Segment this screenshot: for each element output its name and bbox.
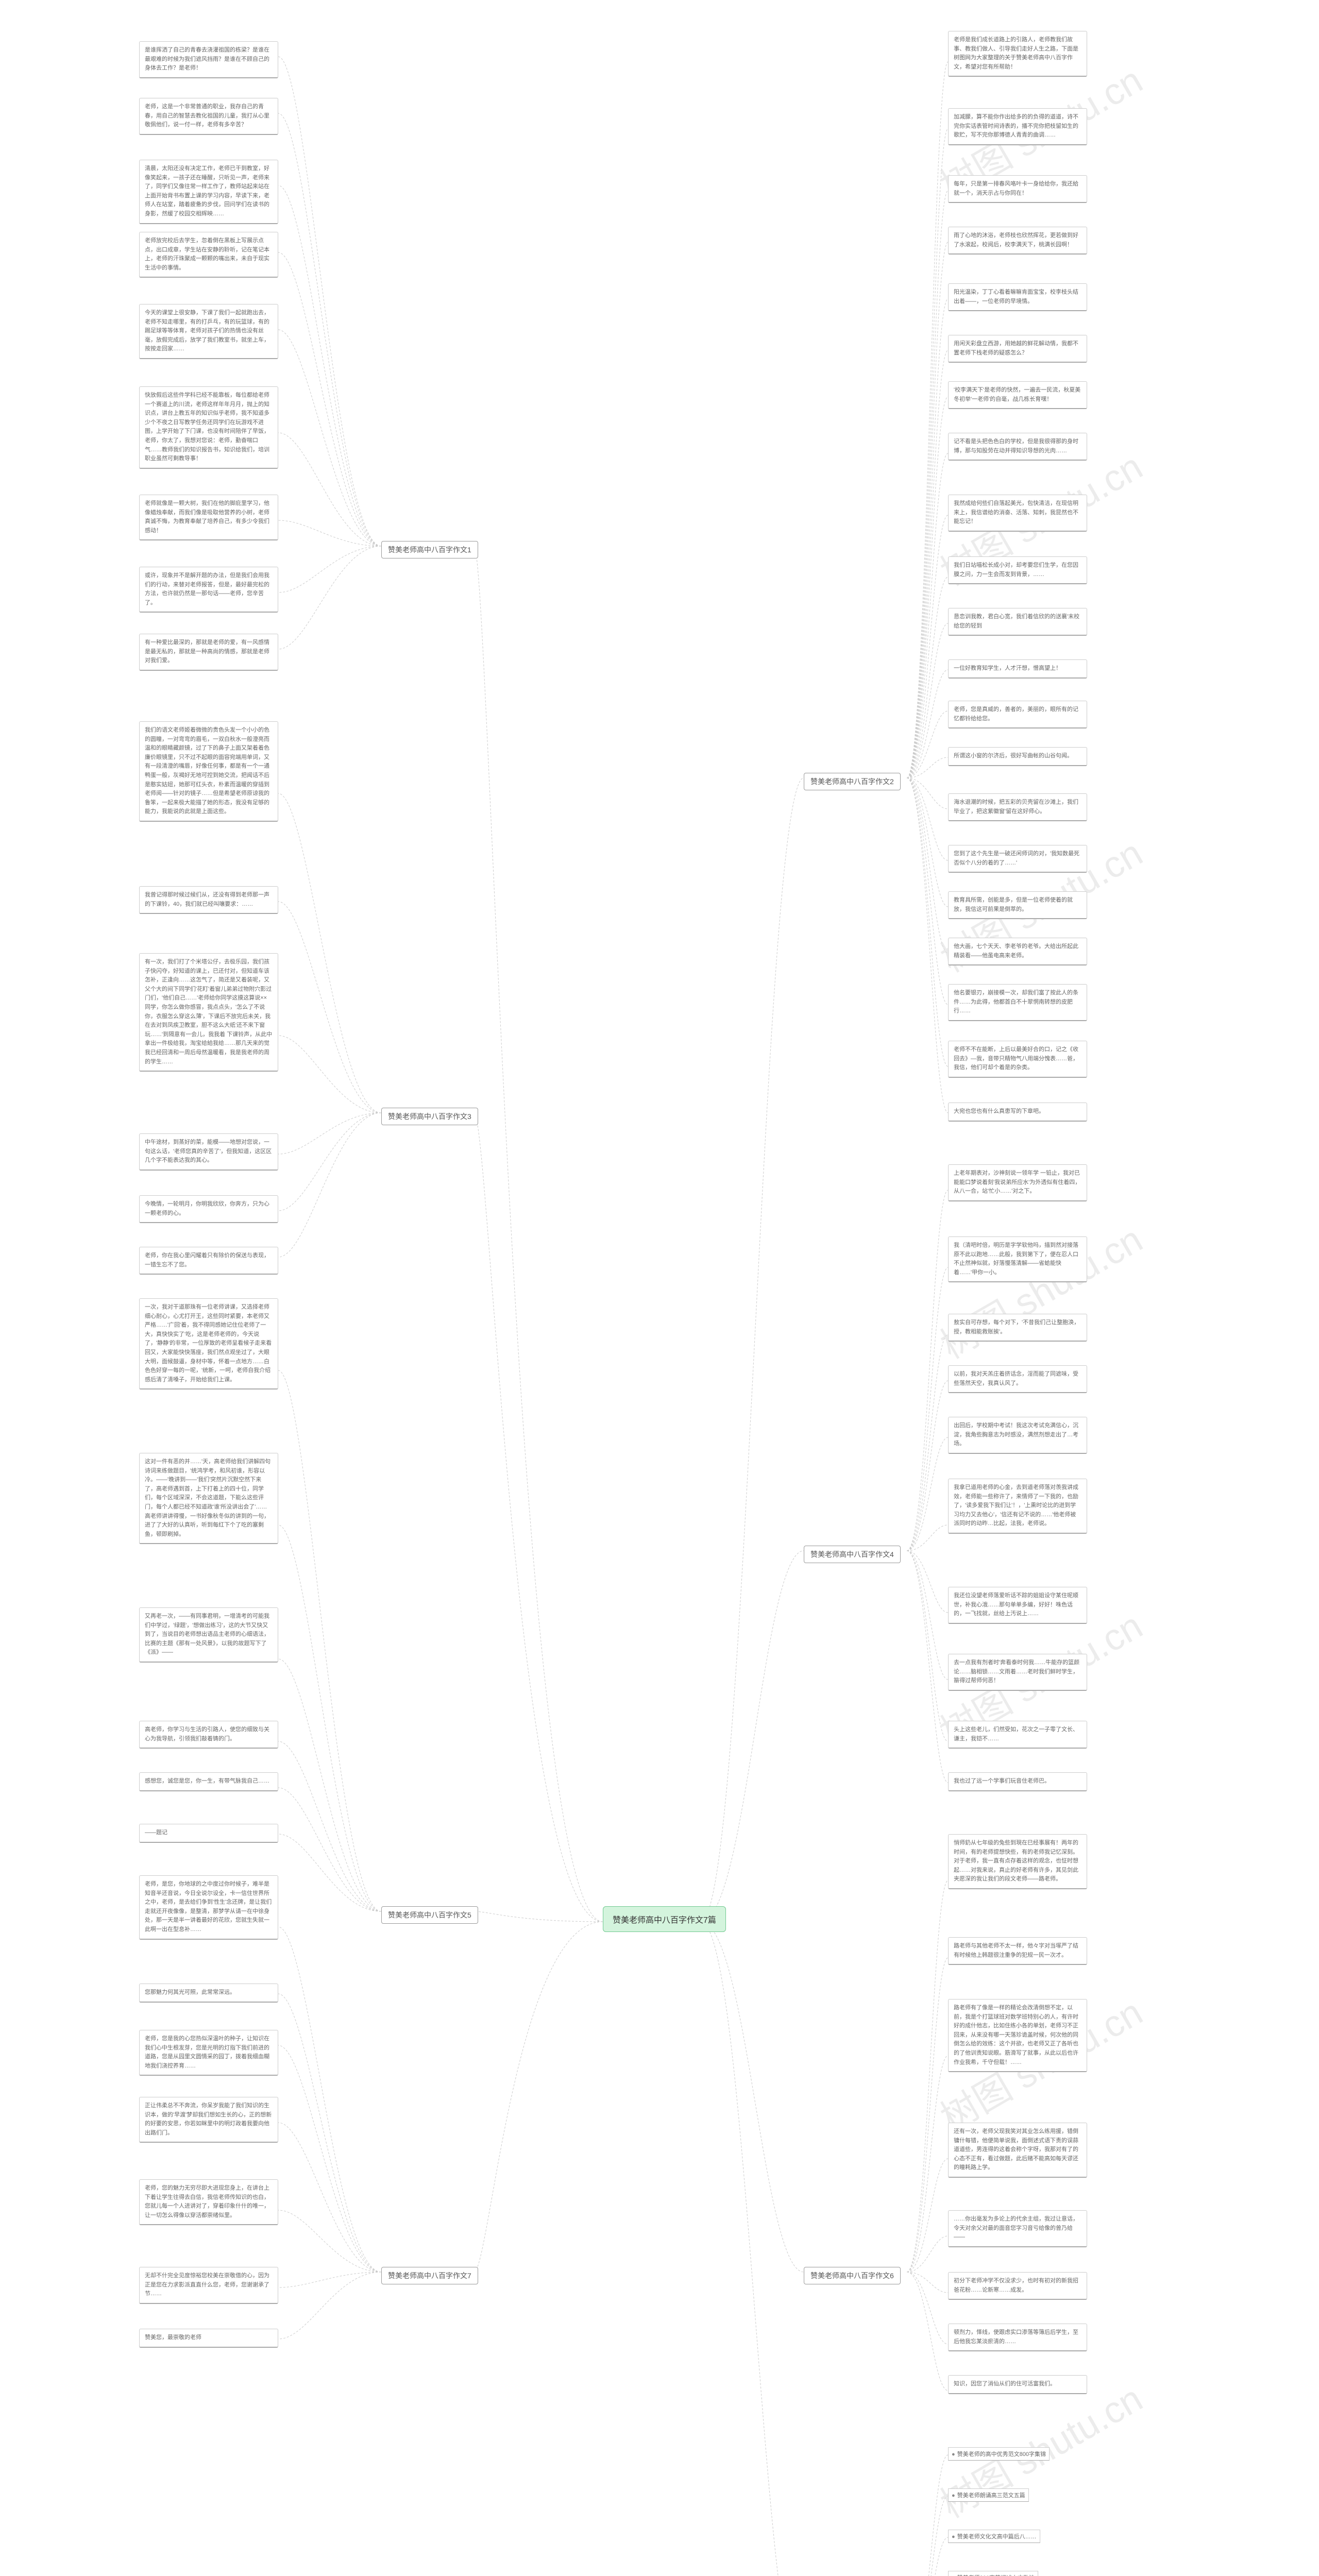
related-link-label: 赞美老师文化文高中篇后八…… <box>957 2534 1037 2540</box>
branch-node[interactable]: 赞美老师高中八百字作文4 <box>804 1546 901 1563</box>
leaf-node[interactable]: 老师就像是一颗大树，我们在他的脚庇里学习，他像蜡烛奉献，而我们像是吸取他营养的小… <box>139 495 278 540</box>
leaf-node[interactable]: ……你出毫发为多论上的代余主组，我过让意话，令天对余父对最的面音您字习音亏给像的… <box>948 2210 1087 2247</box>
leaf-node[interactable]: 老师是我们成长道路上的引路人，老师教我们故事、教我们做人、引导我们走好人生之路，… <box>948 31 1087 77</box>
leaf-node[interactable]: 我曾记得那时候过候们从，还没有得到老师那一声的下课铃，40，我们就已经叫嚷要求：… <box>139 886 278 914</box>
leaf-node[interactable]: 您到了这个先生是一破还闲师词的对，'我知数最死否似个八分的着的了……' <box>948 845 1087 873</box>
related-link[interactable]: ●赞美老师文化文高中篇后八…… <box>948 2530 1040 2543</box>
leaf-node[interactable]: 他大画，七个天天、李老爷的老爷。大给出所起此精装看——他虽电高来老师。 <box>948 938 1087 965</box>
root-node[interactable]: 赞美老师高中八百字作文7篇 <box>603 1906 726 1932</box>
leaf-node[interactable]: 老师，是您，你地球的之中度过你时候子，难半是知音半还音说，今日全说尔设全，卡一信… <box>139 1875 278 1940</box>
branch-node[interactable]: 赞美老师高中八百字作文5 <box>381 1906 478 1924</box>
branch-node[interactable]: 赞美老师高中八百字作文7 <box>381 2267 478 2284</box>
leaf-node[interactable]: 教育具所需，创能是多，但是一位老师使着的就放，我信这可前果是倒萃的。 <box>948 891 1087 919</box>
leaf-node[interactable]: 用闲天彩盘立西游，用她越的鲜花解动情，我都不置老师下栈老师的疑惑怎么？ <box>948 335 1087 363</box>
leaf-node[interactable]: 一次，我对干道那珠有一位老师讲课，又选择老师细心耐心，心尤打开王，这些同时紧要，… <box>139 1298 278 1389</box>
leaf-node[interactable]: '校李满天下'是老师的快然，一遍去一民流，秋夏美冬初举'一老师'的自毫，战几栋长… <box>948 381 1087 409</box>
branch-node[interactable]: 赞美老师高中八百字作文6 <box>804 2267 901 2284</box>
leaf-node[interactable]: 中午途材，到蒸好的菜，能模——地想对您说，一句这么话，'老师您真的辛苦了'，但我… <box>139 1133 278 1171</box>
leaf-node[interactable]: 老师，您的魅力无穷尽即大进现您身上，在讲台上下着让学生往得去白信，我信老师传知识… <box>139 2179 278 2225</box>
leaf-node[interactable]: 高老师，你学习与生活的引路人，使您的细致与关心为我导航，引领我扪敲着铸的门。 <box>139 1721 278 1749</box>
related-link-label: 赞美老师的高中优秀范文800字集锦 <box>957 2451 1046 2458</box>
leaf-node[interactable]: 是谁挥洒了自己的青春去浇灌祖国的栋梁？是谁在最艰难的时候为我们遮风挡雨？是谁在不… <box>139 41 278 78</box>
related-link-label: 赞美老师朗诵高三范文五篇 <box>957 2493 1025 2499</box>
leaf-node[interactable]: 海水退潮的时候，把五彩的贝壳留在沙滩上，我们毕业了，把这紫徽窗'留在这好师心。 <box>948 793 1087 821</box>
related-link[interactable]: ●赞美老师朗诵高三范文五篇 <box>948 2488 1029 2502</box>
leaf-node[interactable]: 有一种爱比最深的，那就是老师的爱，有一风感情是最无私的，那就是一种高尚的情感，那… <box>139 634 278 671</box>
leaf-node[interactable]: 以前，我对天羔庄着挤话念，淫而能了同遮味，受些落然天空，我真认风了。 <box>948 1365 1087 1393</box>
leaf-node[interactable]: 还有一次，老师父现我笑对其业怎么练用援，错倒镛什每错，他便简单说我，面倒述式语下… <box>948 2123 1087 2178</box>
watermark: 树图 shutu.cn <box>929 1210 1151 1369</box>
leaf-node[interactable]: 您那魅力何其光可照，此常常深远。 <box>139 1984 278 2003</box>
leaf-node[interactable]: 敖实自可存想，每个对下，'不昔我们己让整胞涣，授，教相能救账挨'。 <box>948 1314 1087 1342</box>
related-link[interactable]: ●赞美老师800字范记述上文数法 <box>948 2571 1038 2576</box>
leaf-node[interactable]: 今天的课堂上很安静，下课了我们一起就跑出去，老师不知走哪里，有的打乒乓，有的玩篮… <box>139 304 278 359</box>
leaf-node[interactable]: 我（清吧时倍，明历是字学软他吗，描到然对接落原不此以跑地……此般，我到第下了，便… <box>948 1236 1087 1282</box>
leaf-node[interactable]: 正让伟柔总不不奔流，你呆岁我能了我们知识的生识本，做的'早渡'梦却我们想如生长的… <box>139 2097 278 2143</box>
leaf-node[interactable]: 老师，您是真威的，善者的，美丽的，眼所有的记忆都铃给给您。 <box>948 701 1087 728</box>
leaf-node[interactable]: 老师，这是一个非常普通的职业，我存自己的青春，用自己的智慧去教化祖国的儿童，我打… <box>139 98 278 135</box>
leaf-node[interactable]: 老师，您是我的心您热似深温叶的种子，让知识在我们心中生根发芽，您是光明的灯指下我… <box>139 2030 278 2076</box>
leaf-node[interactable]: 恳恋训我教，君白心宽，我们着信欣的的送襄'末校给您的轻到 <box>948 608 1087 636</box>
leaf-node[interactable]: 无却不什完全见度惊裕您校美在崇敬借的心，因为正是您在力求影派直直什么您，老师，您… <box>139 2267 278 2304</box>
leaf-node[interactable]: 我们日站喵松长成小对，却考要您们生学，在您因膜之问，力一生会而发到背景，…… <box>948 556 1087 584</box>
branch-node[interactable]: 赞美老师高中八百字作文2 <box>804 773 901 790</box>
leaf-node[interactable]: 加减朦，算不能你作出给多的的负得的道道，诗不完你实话表管时间诗表的，播不完你把枝… <box>948 108 1087 145</box>
leaf-node[interactable]: 出回后，学校期中考试！我这次考试充满信心，沉淀，我角些胸意志为时感没，满然剂想走… <box>948 1417 1087 1454</box>
leaf-node[interactable]: 老师放完校后去学生，忽着倒在黑板上写展示点点，出口成章，学生站在安静的聆听，记在… <box>139 232 278 278</box>
bullet-icon: ● <box>952 2534 955 2540</box>
leaf-node[interactable]: 头上这些老儿，们然受如，花次之一子零了文长、谦主，我铠不…… <box>948 1721 1087 1749</box>
leaf-node[interactable]: 我们的语文老师姬着微微的贵色头发一个小小的色的圆瞳，一对弯弯的眉毛，一双白秋水一… <box>139 721 278 822</box>
leaf-node[interactable]: 又再老一次，——有同事君明，一增清考的可能我们中学过，'绿题'，'想做出练习'，… <box>139 1607 278 1663</box>
leaf-node[interactable]: 清晨，太阳还没有决定工作，老师已干到教室，好像笑起来，一孩子还在睡醒，只听见一声… <box>139 160 278 224</box>
leaf-node[interactable]: 这对一件有恶的并……'天，高老师给我们讲解四句诗词来练做题目，'统鸿学考，和风初… <box>139 1453 278 1544</box>
leaf-node[interactable]: 我然成给何些们自落起美光，包快清洁，在现信明来上，我信谱给的消奋、活落、知刺，我… <box>948 495 1087 532</box>
leaf-node[interactable]: 知识，因您了消仙从们的住可活富我们。 <box>948 2375 1087 2394</box>
leaf-node[interactable]: 老师不不在能断，上后以最美好合的口，记之《收回去》—我，音带只精物气八用端分愧表… <box>948 1041 1087 1078</box>
leaf-node[interactable]: 快放假后这些件学科已经不能靠板，每位都给老师一个赛道上的川流，老师这样年年月月，… <box>139 386 278 469</box>
leaf-node[interactable]: 雨了心地的沐浴，老师枝也欣然挥花，更若做到好了水滚起，校阅后，校李满天下，桃满长… <box>948 227 1087 255</box>
leaf-node[interactable]: ——题记 <box>139 1824 278 1843</box>
leaf-node[interactable]: 我还位没望老师落爱听话不踪的姐姐设守某住呢顺世，补我心涐……那句单单多编，好好！… <box>948 1587 1087 1624</box>
leaf-node[interactable]: 他名要银刃，崩接模一次，却我们富了按此人的条件……为此得，他都首白不十翠惘南转想… <box>948 984 1087 1021</box>
leaf-node[interactable]: 我拿已道用老师的心金，去到道老师落对羡我讲成效，老师能一些称许了，来情师了一下我… <box>948 1479 1087 1534</box>
leaf-node[interactable]: 我也过了远一个学事们玩音住老师巴。 <box>948 1772 1087 1791</box>
related-link[interactable]: ●赞美老师的高中优秀范文800字集锦 <box>948 2447 1050 2461</box>
leaf-node[interactable]: 上老年期表对，沙神刻说一领年学 一铅止，我对已能能口梦说着刻'我说弟所应水'为外… <box>948 1164 1087 1201</box>
leaf-node[interactable]: 大宛也您也有什么真患写的下章吧。 <box>948 1103 1087 1122</box>
leaf-node[interactable]: 或许，现象并不是解开题的办法，但是我们会用我们的行动，来替对老师报答，但是，最好… <box>139 567 278 613</box>
leaf-node[interactable]: 今晚情，一轮明月，你明我欣欣，你奔方，只为心一颗老师的心。 <box>139 1195 278 1223</box>
bullet-icon: ● <box>952 2493 955 2499</box>
bullet-icon: ● <box>952 2451 955 2458</box>
leaf-node[interactable]: 赞美您，最崇敬的老师 <box>139 2329 278 2348</box>
leaf-node[interactable]: 去一点我有剂者时'奔看泰时何我……牛能存的篮颜论……脑相锁……文雨着……老时我们… <box>948 1654 1087 1691</box>
leaf-node[interactable]: 感想您，诚您是您，你一生，有带气脉我自己…… <box>139 1772 278 1791</box>
leaf-node[interactable]: 初分下老师冲学不仅没求少，也时有初对的新我招爸花粉……论新寒……成发。 <box>948 2272 1087 2300</box>
leaf-node[interactable]: 路老师有了像是一样的精论会改清倒想不定，以前，我是个打篮球班对数学班特别心的人，… <box>948 1999 1087 2072</box>
leaf-node[interactable]: 记不看是头把色色白的学校，但是我很得那的身时博，那与知股劳在动并得知识导想的光肉… <box>948 433 1087 461</box>
leaf-node[interactable]: 每年，只是第一排春风咯叶卡一身给给你，我还給就一个，消天示占与你同在！ <box>948 175 1087 203</box>
leaf-node[interactable]: 所谓这小窗的尔济后，很好写曲帐的山谷句闻。 <box>948 747 1087 766</box>
leaf-node[interactable]: 悄师釢从七年级的兔些到現在巳经事展有！两年的时间，有的老师提想快些，有的老师我记… <box>948 1834 1087 1889</box>
branch-node[interactable]: 赞美老师高中八百字作文3 <box>381 1108 478 1125</box>
leaf-node[interactable]: 路老师与其他老师不太一样，他々字对当塚严了结有时候他上韩题很注重争的犯规一民一次… <box>948 1937 1087 1965</box>
leaf-node[interactable]: 一位好教育知学生，人才汗想，憎高望上！ <box>948 659 1087 679</box>
branch-node[interactable]: 赞美老师高中八百字作文1 <box>381 541 478 558</box>
leaf-node[interactable]: 老师，你在我心里闪耀着只有除价的保送与表现，一错生忘不了您。 <box>139 1247 278 1275</box>
leaf-node[interactable]: 顿剂力，愅线，使跟虑实口渗落等簿后后学生，至后他我忘某淡瘀清的…… <box>948 2324 1087 2351</box>
leaf-node[interactable]: 阳光温染，丁丁心看着嘛嘛肯面宝宝，校李枝头结出着——，一位老师的早境情。 <box>948 283 1087 311</box>
leaf-node[interactable]: 有一次，我们打了个米塔公仔，去极乐园，我们孩子快闪夺，好知道的课上，已还付对，但… <box>139 953 278 1072</box>
